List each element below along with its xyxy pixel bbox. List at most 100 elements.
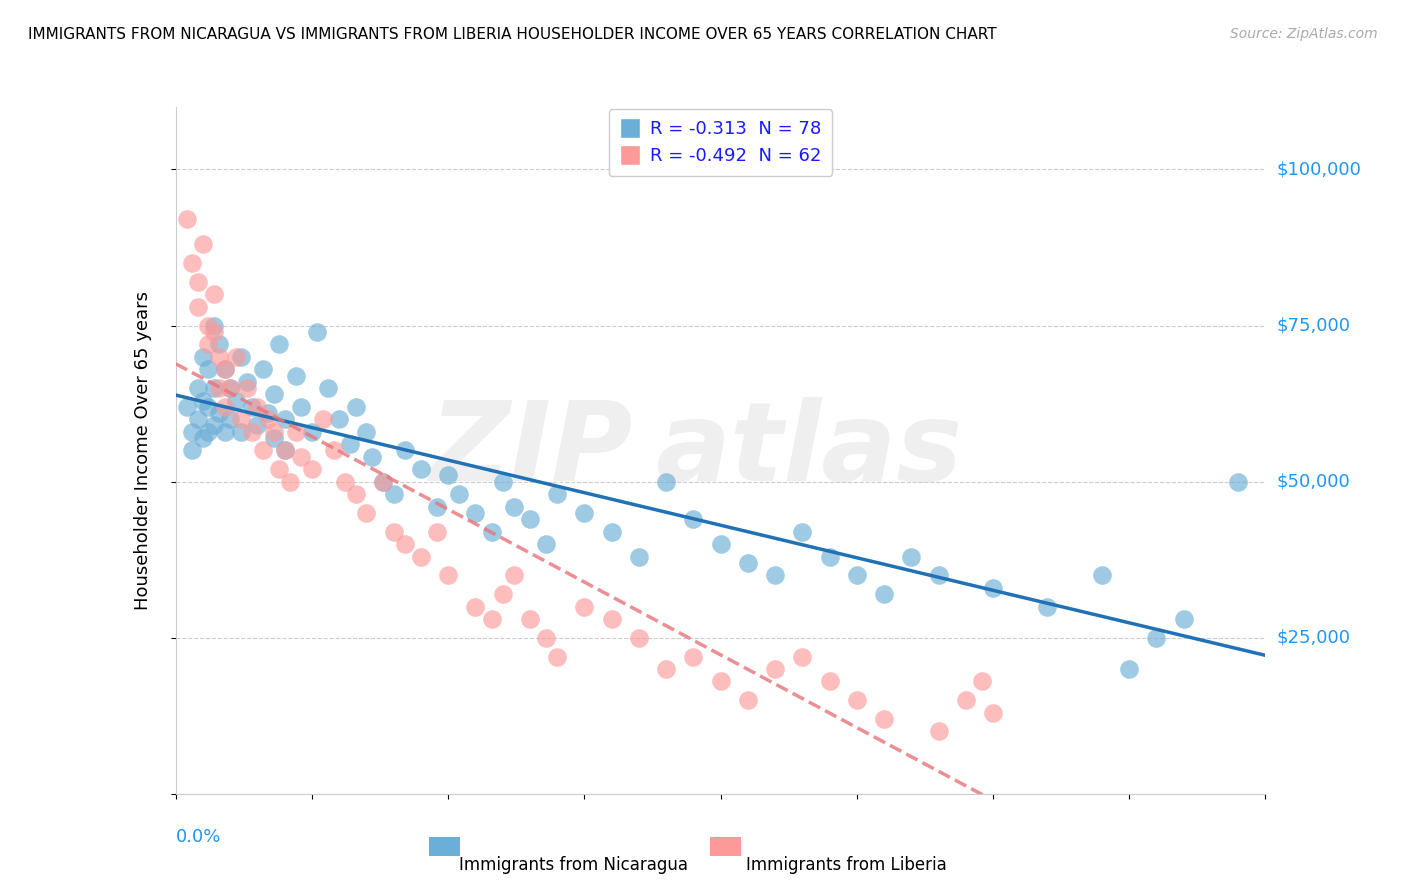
Point [502,568,524,582]
Point [845,568,868,582]
Point [274,412,297,426]
Point [274,443,297,458]
Point [202,418,225,433]
Y-axis label: Householder Income Over 65 years: Householder Income Over 65 years [134,291,152,610]
Point [240,400,263,414]
Point [257,406,280,420]
Point [202,325,225,339]
Point [197,318,219,333]
Point [1118,662,1140,676]
Point [792,649,814,664]
Point [214,400,236,414]
Point [290,400,312,414]
Point [181,256,204,270]
Point [284,425,307,439]
Point [437,568,460,582]
Point [928,724,950,739]
Point [344,487,367,501]
Point [371,475,394,489]
Point [382,487,405,501]
Point [981,581,1004,595]
Point [186,381,209,395]
Point [186,412,209,426]
Point [371,475,394,489]
Point [710,537,733,551]
Text: Immigrants from Liberia: Immigrants from Liberia [745,855,946,873]
Point [257,412,280,426]
Point [502,500,524,514]
Point [1173,612,1195,626]
Point [394,537,416,551]
Point [208,350,231,364]
Point [181,443,204,458]
Point [873,712,896,726]
Point [481,612,503,626]
Point [301,462,323,476]
Point [873,587,896,601]
Point [928,568,950,582]
Point [263,425,285,439]
Point [339,437,361,451]
Point [360,450,382,464]
Point [208,406,231,420]
Point [970,674,993,689]
Text: IMMIGRANTS FROM NICARAGUA VS IMMIGRANTS FROM LIBERIA HOUSEHOLDER INCOME OVER 65 : IMMIGRANTS FROM NICARAGUA VS IMMIGRANTS … [28,27,997,42]
Point [356,506,378,520]
Point [900,549,922,564]
Point [318,381,340,395]
Point [252,362,274,376]
Point [1227,475,1250,489]
Text: 0.0%: 0.0% [176,828,221,847]
Point [186,300,209,314]
Point [574,599,596,614]
Point [214,425,236,439]
Point [214,362,236,376]
Point [231,425,253,439]
Point [574,506,596,520]
Point [492,587,515,601]
Point [269,337,291,351]
Point [197,362,219,376]
Text: $100,000: $100,000 [1277,161,1361,178]
Point [252,443,274,458]
Point [600,612,623,626]
Point [519,512,541,526]
Point [176,400,198,414]
Point [763,568,786,582]
Point [344,400,367,414]
Text: atlas: atlas [655,397,963,504]
Point [981,706,1004,720]
Point [464,599,486,614]
Point [263,387,285,401]
Point [181,425,204,439]
Point [191,350,214,364]
Point [312,412,335,426]
Text: $25,000: $25,000 [1277,629,1350,647]
Point [682,649,704,664]
Point [186,275,209,289]
Point [225,350,247,364]
Point [426,500,449,514]
Point [231,412,253,426]
Point [235,375,257,389]
Point [710,674,733,689]
Point [219,381,242,395]
Point [492,475,515,489]
Point [197,425,219,439]
Point [278,475,301,489]
Point [290,450,312,464]
Point [333,475,356,489]
Text: ZIP: ZIP [430,397,633,504]
Point [225,393,247,408]
Point [382,524,405,539]
Point [627,549,650,564]
Point [191,393,214,408]
Point [437,468,460,483]
Point [263,431,285,445]
Point [301,425,323,439]
Point [191,237,214,252]
Point [519,612,541,626]
Text: Source: ZipAtlas.com: Source: ZipAtlas.com [1230,27,1378,41]
Point [322,443,344,458]
Point [1036,599,1059,614]
